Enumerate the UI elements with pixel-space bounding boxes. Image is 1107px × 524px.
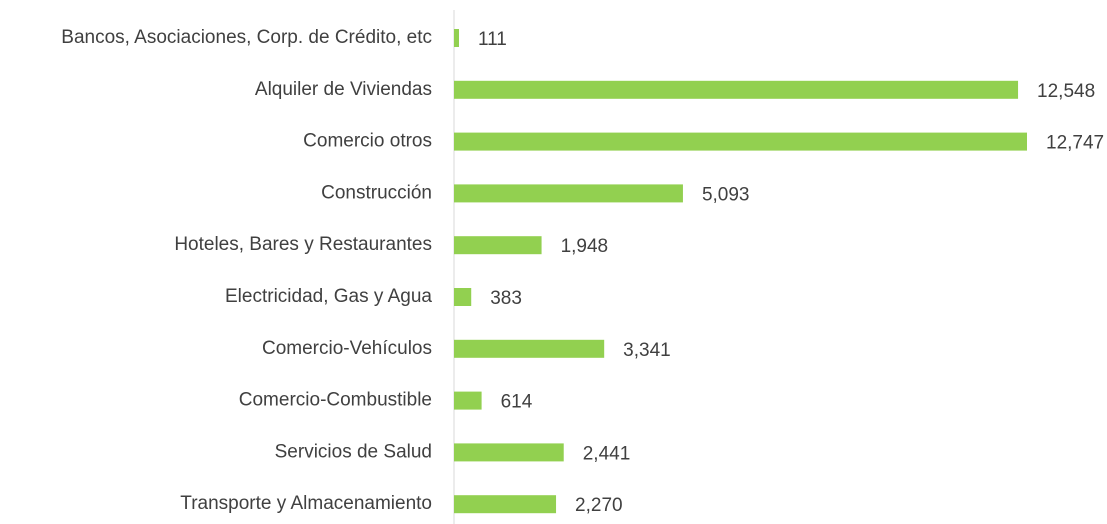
- y-tick-label: Servicios de Salud: [275, 441, 432, 462]
- data-label: 111: [478, 29, 507, 50]
- bar: [454, 339, 605, 358]
- y-tick-label: Construcción: [321, 182, 432, 203]
- y-tick-label: Bancos, Asociaciones, Corp. de Crédito, …: [61, 27, 432, 48]
- data-label: 2,270: [575, 495, 623, 516]
- bar: [454, 288, 472, 306]
- y-tick-label: Alquiler de Viviendas: [255, 79, 432, 100]
- data-label: 5,093: [702, 184, 750, 205]
- bar: [454, 29, 459, 47]
- y-tick-label: Transporte y Almacenamiento: [180, 493, 432, 514]
- data-label: 12,747: [1046, 133, 1104, 154]
- data-label: 383: [490, 288, 522, 309]
- bar: [454, 391, 482, 410]
- y-tick-label: Comercio-Combustible: [239, 390, 432, 411]
- data-label: 2,441: [583, 443, 631, 464]
- y-tick-label: Comercio otros: [303, 131, 432, 152]
- data-label: 1,948: [561, 236, 609, 257]
- data-label: 3,341: [623, 340, 671, 361]
- bar: [454, 236, 542, 255]
- bar: [454, 443, 564, 462]
- y-tick-label: Hoteles, Bares y Restaurantes: [174, 234, 432, 255]
- bar: [454, 495, 557, 514]
- bar: [454, 184, 683, 203]
- bar: [454, 132, 1027, 151]
- y-tick-label: Comercio-Vehículos: [262, 338, 432, 359]
- bar: [454, 80, 1019, 99]
- y-tick-label: Electricidad, Gas y Agua: [225, 286, 432, 307]
- data-label: 614: [501, 392, 533, 413]
- data-label: 12,548: [1037, 81, 1095, 102]
